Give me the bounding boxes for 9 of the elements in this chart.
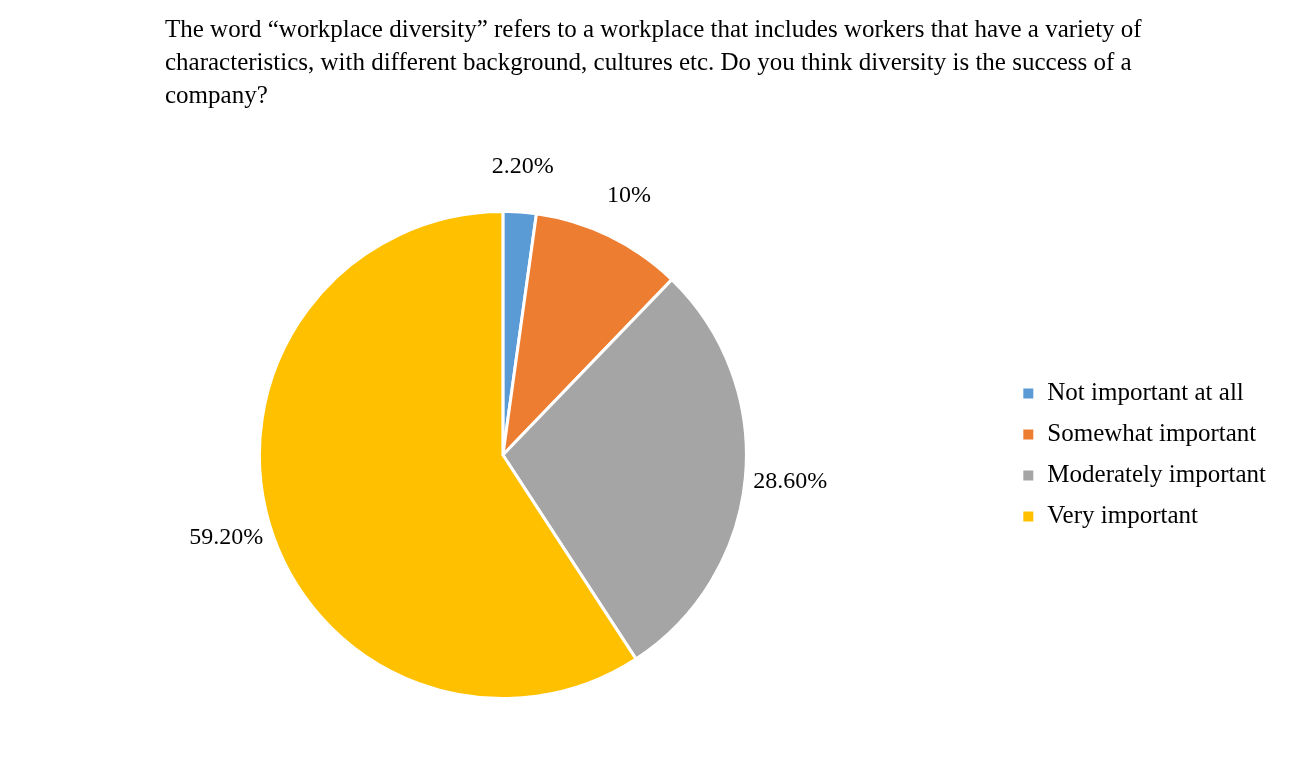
legend-label: Very important	[1047, 501, 1199, 529]
legend-label: Somewhat important	[1047, 419, 1257, 447]
data-label: 10%	[607, 180, 652, 207]
data-label: 2.20%	[491, 152, 554, 179]
data-label: 28.60%	[753, 467, 828, 494]
legend-label: Not important at all	[1047, 378, 1244, 406]
legend-label: Moderately important	[1047, 460, 1267, 488]
data-label: 59.20%	[189, 522, 264, 549]
chart-title: The word “workplace diversity” refers to a workplace that includes workers that have a variety of characteristics, with different background, cultures etc. Do you think diversity is the success of a company?	[165, 14, 1143, 110]
